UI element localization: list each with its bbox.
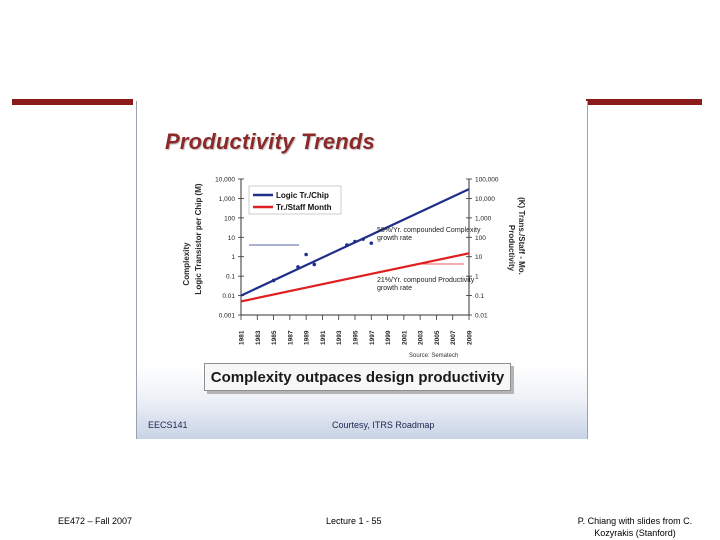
chart-source: Source: Sematech — [409, 353, 458, 359]
footer-credit: P. Chiang with slides from C. Kozyrakis … — [577, 516, 693, 538]
x-tick-label: 2001 — [401, 330, 408, 345]
x-tick-label: 1993 — [336, 330, 343, 345]
legend-entry-staff: Tr./Staff Month — [276, 203, 332, 212]
right-tick-label: 1,000 — [475, 215, 492, 222]
data-point — [271, 278, 276, 283]
legend: Logic Tr./Chip Tr./Staff Month — [248, 185, 342, 215]
right-tick-label: 100 — [475, 235, 486, 242]
data-point — [353, 239, 357, 244]
x-tick-label: 1989 — [304, 330, 311, 345]
left-tick-label: 0.1 — [226, 274, 235, 281]
series-line-staff — [240, 252, 470, 303]
x-tick-label: 2009 — [467, 330, 474, 345]
x-tick-label: 1995 — [353, 330, 360, 345]
footer-lecture: Lecture 1 - 55 — [326, 516, 382, 526]
x-tick-label: 1991 — [320, 330, 327, 345]
right-axis-outer-label: Productivity — [507, 225, 516, 272]
image-footer-right: Courtesy, ITRS Roadmap — [332, 420, 435, 430]
image-footer-left: EECS141 — [148, 420, 188, 430]
right-tick-label: 0.1 — [475, 293, 484, 300]
slide-title: Productivity Trends — [165, 129, 375, 154]
x-tick-label: 2007 — [450, 330, 457, 345]
x-tick-label: 1997 — [369, 330, 376, 345]
data-point — [345, 243, 349, 247]
x-tick-label: 2003 — [418, 330, 425, 345]
left-tick-label: 100 — [224, 215, 235, 222]
left-axis-label: Logic Transistor per Chip (M) — [194, 183, 203, 294]
legend-entry-logic: Logic Tr./Chip — [276, 191, 329, 200]
right-axis-label: (K) Trans./Staff - Mo. — [517, 197, 526, 275]
left-axis-outer-label: Complexity — [182, 242, 191, 286]
left-tick-label: 1 — [231, 254, 235, 261]
x-tick-label: 1983 — [255, 330, 262, 345]
left-tick-label: 1,000 — [219, 196, 236, 203]
annotation-complexity: 58%/Yr. compounded Complexity growth rate — [377, 227, 481, 242]
data-point — [361, 237, 365, 241]
productivity-chart: 10,000 1,000 100 10 1 0.1 0.01 0.001 100,000 10,… — [182, 177, 526, 360]
data-point — [369, 241, 374, 245]
data-point — [304, 252, 308, 257]
x-tick-label: 1985 — [271, 330, 278, 345]
x-tick-label: 2005 — [434, 330, 441, 345]
data-point — [296, 265, 300, 269]
right-tick-label: 10 — [475, 254, 483, 261]
right-tick-label: 1 — [475, 274, 479, 281]
title-rule-right — [586, 99, 702, 105]
x-tick-label: 1999 — [385, 330, 392, 345]
annotation-productivity: 21%/Yr. compound Productivity growth rate — [377, 277, 475, 292]
left-tick-label: 10,000 — [215, 177, 235, 184]
caption-box: Complexity outpaces design productivity — [204, 363, 511, 391]
title-rule-left — [12, 99, 133, 105]
right-tick-label: 100,000 — [475, 177, 499, 184]
left-tick-label: 10 — [228, 235, 236, 242]
left-tick-label: 0.001 — [219, 313, 236, 320]
left-tick-label: 0.01 — [222, 293, 235, 300]
slide-image: Productivity Trends 10,000 1,000 100 10 1 0.1… — [136, 101, 588, 439]
x-tick-label: 1987 — [287, 330, 294, 345]
footer-course: EE472 – Fall 2007 — [58, 516, 133, 526]
x-tick-label: 1981 — [239, 330, 246, 345]
right-tick-label: 10,000 — [475, 196, 495, 203]
right-tick-label: 0.01 — [475, 313, 488, 320]
data-point — [312, 262, 317, 267]
